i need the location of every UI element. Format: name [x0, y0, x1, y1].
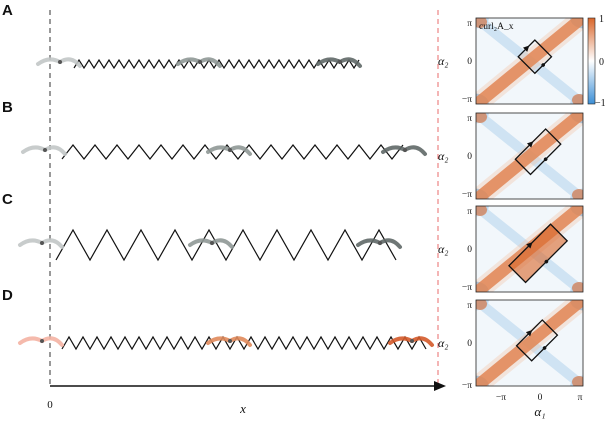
colorbar-label: curl₂A_x [479, 22, 514, 32]
panel-letter-d: D [2, 287, 13, 304]
alpha2-tick-zero: 0 [467, 245, 472, 255]
alpha2-tick-max: π [467, 19, 472, 29]
alpha2-axis-label: α₂ [438, 242, 448, 256]
alpha2-tick-zero: 0 [467, 57, 472, 67]
colorbar [587, 17, 596, 105]
swimmer-robot [381, 145, 427, 156]
alpha2-tick-min: −π [462, 190, 472, 200]
alpha2-tick-max: π [467, 114, 472, 124]
alpha2-tick-min: −π [462, 283, 472, 293]
gait-loop [508, 223, 569, 284]
panel-letter-a: A [2, 2, 13, 19]
x-axis-arrowhead [434, 381, 446, 391]
colorbar-tick-min: −1 [595, 98, 606, 109]
swimmer-robot [36, 57, 82, 68]
alpha2-tick-zero: 0 [467, 339, 472, 349]
panel-letter-b: B [2, 99, 13, 116]
swimmer-robot [356, 238, 402, 249]
swimmer-robot [176, 57, 222, 68]
x-axis-origin-label: 0 [47, 399, 53, 411]
alpha2-axis-label: α₂ [438, 149, 448, 163]
swimmer-robot [188, 238, 234, 249]
swimmer-robot [18, 336, 64, 347]
trajectory-zigzag [61, 335, 427, 351]
swimmer-robot [21, 145, 67, 156]
x-axis-label: x [239, 401, 246, 416]
colorbar-tick-max: 1 [599, 14, 604, 25]
trajectory-zigzag [61, 144, 404, 160]
panel-letter-c: C [2, 191, 13, 208]
alpha1-tick-max: π [578, 393, 583, 403]
trajectories-layer [18, 57, 434, 351]
curl-heatmap-panel: α₂ π 0 −π [438, 112, 584, 200]
curl-heatmap-panel: α₂ π 0 −π [438, 205, 584, 293]
alpha2-tick-min: −π [462, 95, 472, 105]
swimmer-robot [18, 238, 64, 249]
curl-heatmap-panel: α₂ π 0 −π [438, 299, 584, 391]
alpha2-axis-label: α₂ [438, 336, 448, 350]
swimmer-robot [316, 57, 362, 68]
gait-loop [515, 319, 559, 362]
alpha1-tick-min: −π [496, 393, 506, 403]
colorbar-tick-zero: 0 [599, 57, 604, 68]
alpha2-tick-max: π [467, 301, 472, 311]
alpha2-axis-label: α₂ [438, 54, 448, 68]
trajectory-zigzag [55, 228, 397, 262]
alpha1-axis-label: α₁ [534, 404, 545, 419]
swimmer-robot [206, 145, 252, 156]
alpha1-tick-zero: 0 [538, 393, 543, 403]
swimmer-robot [388, 336, 434, 347]
heatmaps-layer: α₂ π 0 −π curl₂A_x α₂ π 0 −π α₂ π 0 −π α₂ π 0 −π [438, 17, 584, 391]
alpha2-tick-zero: 0 [467, 152, 472, 162]
alpha2-tick-max: π [467, 207, 472, 217]
gait-loop [514, 128, 562, 176]
curl-heatmap-panel: α₂ π 0 −π curl₂A_x [438, 17, 584, 105]
alpha2-tick-min: −π [462, 381, 472, 391]
swimmer-robot [206, 336, 252, 347]
